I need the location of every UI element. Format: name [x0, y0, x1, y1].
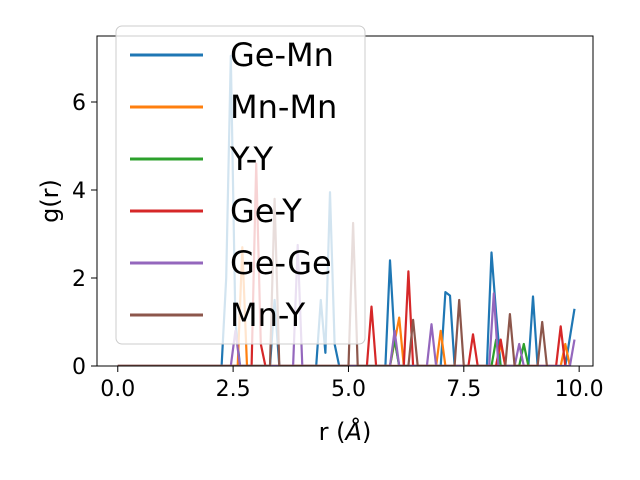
y-axis-label: g(r): [36, 179, 64, 223]
ticks-layer: 0.0 2.5 5.0 7.5 10.0 0 2 4 6: [72, 91, 604, 402]
x-axis-label: r (Å): [319, 417, 372, 446]
series-line-ge-ge: [117, 243, 576, 366]
series-line-ge-y: [117, 162, 567, 366]
legend-label: Ge-Y: [230, 192, 302, 230]
y-tick-label: 6: [72, 91, 86, 116]
y-tick-label: 0: [72, 355, 86, 380]
x-tick-label: 7.5: [446, 377, 481, 402]
legend-label: Ge-Mn: [230, 36, 334, 74]
y-tick-label: 2: [72, 267, 86, 292]
x-tick-label: 0.0: [100, 377, 135, 402]
x-tick-label: 2.5: [216, 377, 251, 402]
legend-label: Y-Y: [229, 140, 274, 178]
legend-label: Ge-Ge: [230, 244, 332, 282]
y-tick-label: 4: [72, 179, 86, 204]
legend-label: Mn-Y: [230, 296, 306, 334]
x-tick-label: 10.0: [555, 377, 604, 402]
legend-label: Mn-Mn: [230, 88, 337, 126]
legend: Ge-Mn Mn-Mn Y-Y Ge-Y Ge-Ge Mn-Y: [115, 25, 366, 345]
x-tick-label: 5.0: [331, 377, 366, 402]
